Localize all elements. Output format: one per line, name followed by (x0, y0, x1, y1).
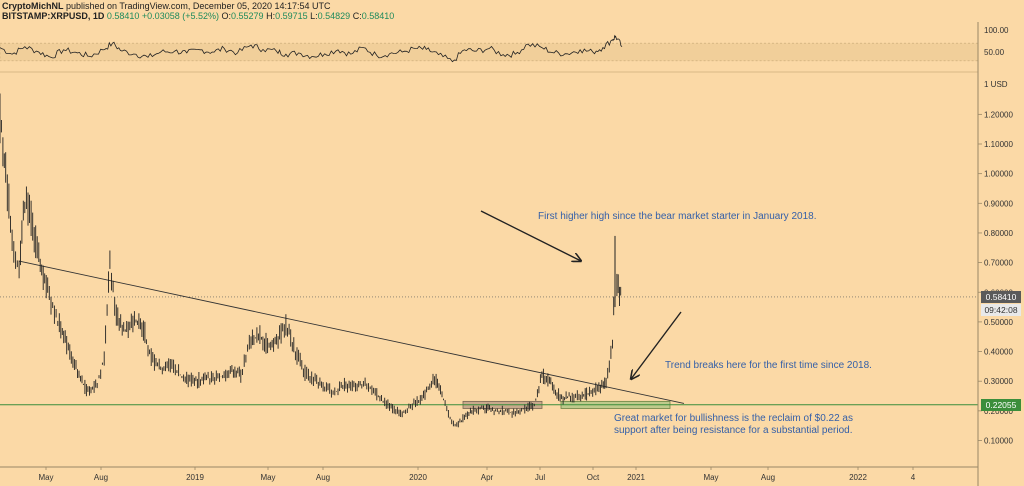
annotations: First higher high since the bear market … (480, 210, 872, 436)
price-tick-label: 0.90000 (984, 199, 1013, 208)
time-tick-label: Aug (316, 473, 330, 482)
rsi-pane (0, 34, 979, 63)
price-tick-label: 1.20000 (984, 110, 1013, 119)
author-name[interactable]: CryptoMichNL (2, 1, 64, 11)
symbol-label[interactable]: BITSTAMP:XRPUSD, 1D (2, 11, 105, 21)
reclaim-note-line1: Great market for bullishness is the recl… (614, 413, 853, 424)
price-tick-label: 0.30000 (984, 377, 1013, 386)
bar-countdown-label: 09:42:08 (981, 303, 1021, 316)
time-tick-label: Oct (587, 473, 600, 482)
close-value: 0.58410 (361, 11, 395, 21)
price-tick-label: 0.10000 (984, 437, 1013, 446)
descending-trendline (18, 260, 685, 404)
price-tick-label: 1.10000 (984, 140, 1013, 149)
time-tick-label: May (703, 473, 718, 482)
ohlc-line: BITSTAMP:XRPUSD, 1D 0.58410 +0.03058 (+5… (2, 11, 394, 21)
published-info: published on TradingView.com, December 0… (66, 1, 331, 11)
time-tick-label: May (38, 473, 53, 482)
higher-high-arrow (480, 210, 581, 261)
time-tick-label: 4 (911, 473, 916, 482)
last-price: 0.58410 (106, 11, 140, 21)
reclaim-note-line2: support after being resistance for a sub… (614, 425, 852, 436)
rsi-tick-label: 100.00 (984, 26, 1009, 35)
time-tick-label: Jul (535, 473, 545, 482)
high-label: H: (266, 11, 276, 21)
current-price-label: 0.58410 (981, 290, 1021, 303)
price-tick-label: 0.50000 (984, 318, 1013, 327)
price-unit-label: 1 USD (984, 80, 1008, 89)
higher-high-note: First higher high since the bear market … (538, 211, 816, 222)
price-tick-label: 0.40000 (984, 348, 1013, 357)
rsi-tick-label: 50.00 (984, 48, 1005, 57)
time-tick-label: 2020 (409, 473, 427, 482)
price-tick-label: 1.00000 (984, 170, 1013, 179)
trend-break-arrow (631, 311, 682, 379)
open-label: O: (221, 11, 232, 21)
time-tick-label: Apr (481, 473, 494, 482)
price-tick-label: 0.20000 (984, 407, 1013, 416)
price-tick-label: 0.80000 (984, 229, 1013, 238)
high-value: 0.59715 (275, 11, 308, 21)
candles (0, 93, 622, 428)
support-price-label: 0.22055 (981, 398, 1021, 411)
time-tick-label: May (260, 473, 275, 482)
trend-break-note: Trend breaks here for the first time sin… (665, 360, 872, 371)
rsi-band (0, 42, 979, 62)
time-tick-label: 2021 (627, 473, 645, 482)
low-label: L: (310, 11, 318, 21)
axes: 100.00 50.00 1.20000 1.10000 1.00000 0.90000 0… (0, 22, 1013, 486)
time-tick-label: Aug (761, 473, 775, 482)
open-value: 0.55279 (231, 11, 264, 21)
time-tick-label: 2022 (849, 473, 867, 482)
publisher-line: CryptoMichNL published on TradingView.co… (2, 1, 331, 11)
time-tick-label: Aug (94, 473, 108, 482)
low-value: 0.54829 (317, 11, 351, 21)
price-change: +0.03058 (+5.52%) (141, 11, 219, 21)
close-label: C: (352, 11, 362, 21)
rsi-line (0, 34, 623, 63)
price-tick-label: 0.70000 (984, 259, 1013, 268)
price-pane (0, 93, 978, 428)
time-tick-label: 2019 (186, 473, 204, 482)
chart-header: CryptoMichNL published on TradingView.co… (0, 0, 980, 22)
